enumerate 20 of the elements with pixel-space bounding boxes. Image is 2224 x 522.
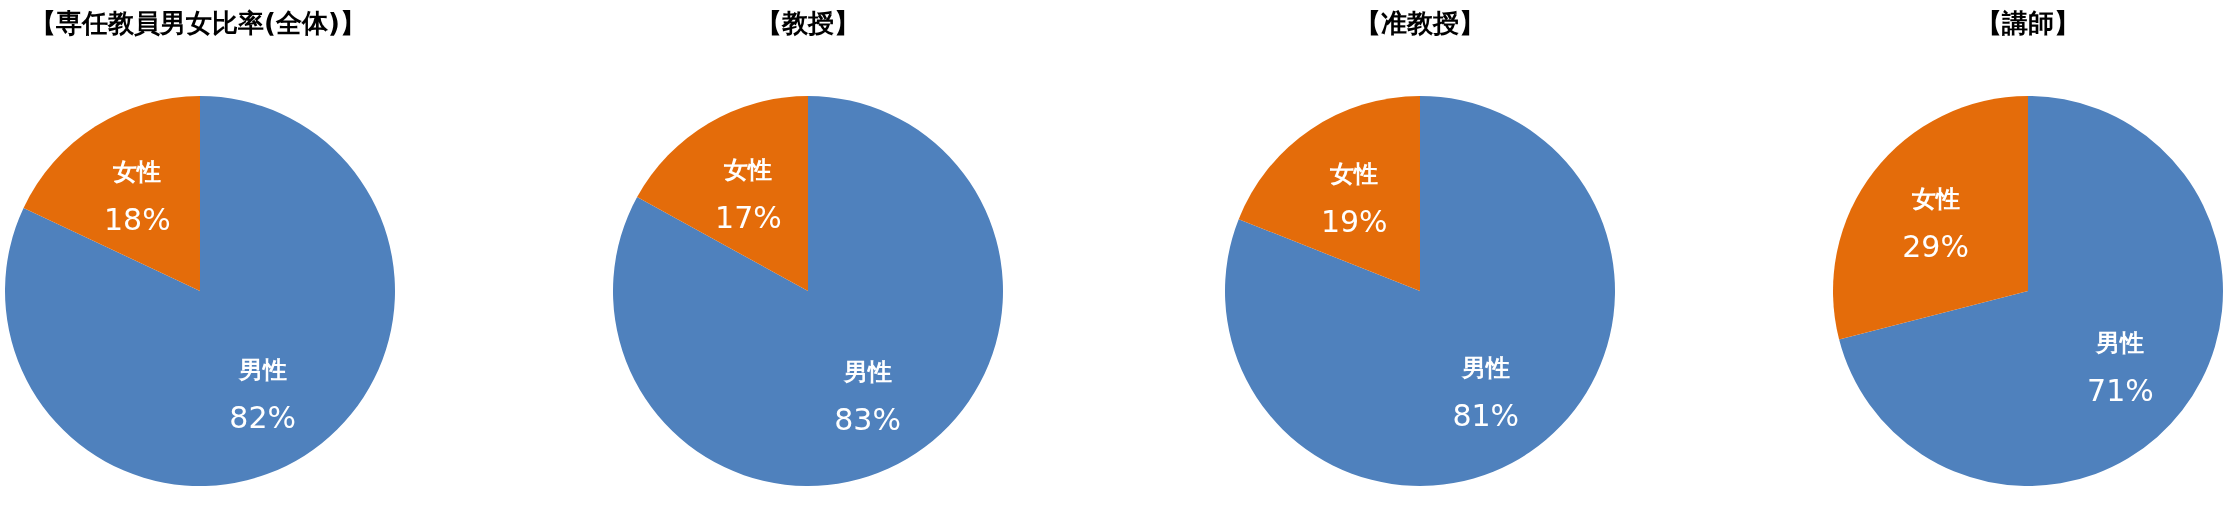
slice-label: 女性	[1329, 160, 1379, 189]
data-label: 29%	[1902, 229, 1969, 265]
slice-label: 男性	[1460, 353, 1510, 382]
slice-label: 男性	[842, 357, 892, 386]
data-label: 82%	[229, 399, 297, 435]
data-label: 19%	[1320, 204, 1388, 240]
slice-label: 男性	[2095, 328, 2145, 357]
data-label: 81%	[1452, 397, 1520, 433]
slice-label: 女性	[723, 156, 773, 185]
slice-label: 男性	[237, 355, 287, 384]
chart-title: 【教授】	[756, 8, 860, 38]
data-label: 18%	[103, 202, 171, 238]
chart-title: 【准教授】	[1355, 8, 1485, 38]
data-label: 17%	[715, 200, 782, 236]
data-label: 71%	[2087, 372, 2154, 408]
chart-title: 【専任教員男女比率(全体)】	[30, 8, 366, 38]
data-label: 83%	[834, 401, 901, 437]
slice-label: 女性	[112, 158, 162, 187]
slice-label: 女性	[1910, 185, 1960, 214]
chart-title: 【講師】	[1976, 8, 2080, 38]
